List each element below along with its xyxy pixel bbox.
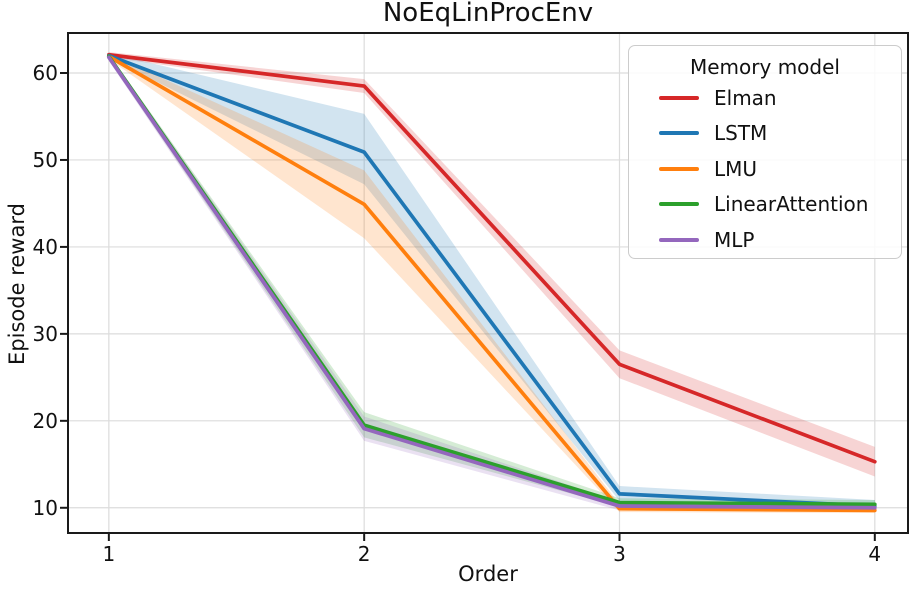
legend-item-MLP: MLP — [629, 222, 901, 258]
series-line-Elman — [107, 52, 877, 464]
legend-item-label: MLP — [714, 227, 755, 252]
legend-swatch-line — [659, 237, 699, 242]
y-axis-ticks: 10 20 30 40 50 60 — [0, 0, 58, 598]
chart-title: NoEqLinProcEnv — [382, 0, 594, 28]
y-tick-label: 50 — [32, 147, 58, 172]
x-tick-label: 4 — [868, 542, 882, 566]
legend-swatch-line — [659, 131, 699, 136]
legend-swatch-line — [659, 202, 699, 207]
legend-item-LinearAttention: LinearAttention — [629, 187, 901, 223]
legend-item-LSTM: LSTM — [629, 116, 901, 152]
legend: Memory model Elman LSTM LMU LinearAttention… — [628, 45, 902, 259]
legend-item-label: LMU — [714, 156, 758, 181]
legend-swatch-line — [659, 95, 699, 100]
y-tick-label: 20 — [32, 408, 58, 433]
x-axis-label: Order — [458, 562, 518, 586]
series-line-LSTM — [107, 53, 877, 508]
x-tick-label: 2 — [357, 542, 371, 566]
legend-item-LMU: LMU — [629, 151, 901, 187]
series-line-MLP — [107, 55, 877, 510]
legend-title: Memory model — [690, 55, 840, 79]
y-tick-label: 10 — [32, 495, 58, 520]
legend-item-label: LSTM — [714, 121, 768, 146]
y-tick-label: 60 — [32, 61, 58, 85]
x-tick-label: 3 — [613, 542, 626, 566]
legend-item-label: LinearAttention — [714, 192, 869, 217]
legend-item-label: Elman — [714, 85, 777, 110]
x-tick-label: 1 — [102, 542, 116, 566]
legend-items: Elman LSTM LMU LinearAttention MLP — [629, 80, 901, 258]
legend-swatch-line — [659, 166, 699, 171]
y-tick-label: 30 — [32, 321, 58, 346]
plot-border — [67, 32, 909, 534]
y-tick-label: 40 — [32, 234, 58, 259]
series-line-LMU — [107, 54, 877, 513]
legend-item-Elman: Elman — [629, 80, 901, 116]
